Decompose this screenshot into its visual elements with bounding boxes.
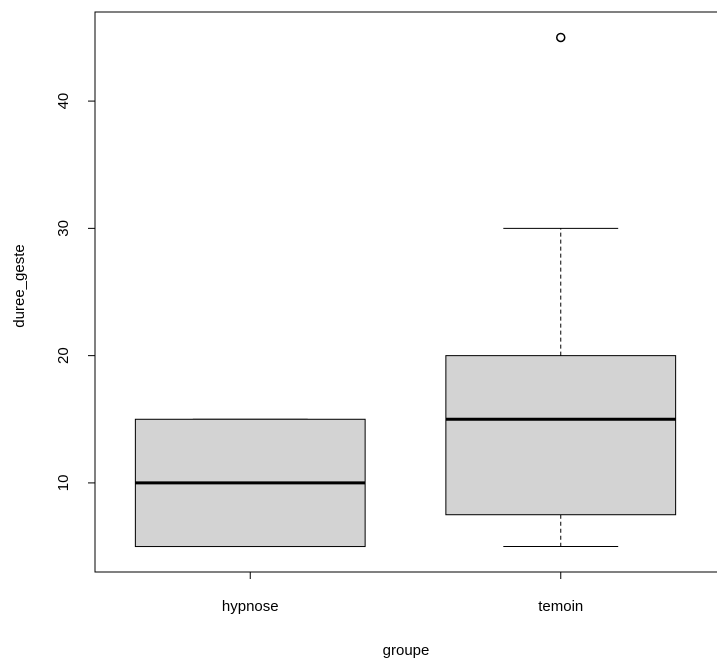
box-rect (445, 355, 677, 516)
plot-area (94, 11, 717, 573)
y-axis-label: duree_geste (11, 244, 28, 327)
plot-frame (94, 11, 717, 573)
x-axis: hypnose temoin (222, 572, 583, 615)
y-axis: 10 20 30 40 (55, 93, 95, 492)
box-hypnose (134, 418, 366, 548)
x-tick-label: hypnose (222, 598, 279, 615)
y-tick-label: 30 (55, 220, 72, 237)
x-axis-label: groupe (383, 642, 430, 659)
y-tick-label: 40 (55, 93, 72, 110)
x-tick-label: temoin (538, 598, 583, 615)
outlier-point (556, 32, 566, 43)
y-tick-label: 10 (55, 475, 72, 492)
box-temoin (445, 32, 677, 548)
y-tick-label: 20 (55, 347, 72, 364)
